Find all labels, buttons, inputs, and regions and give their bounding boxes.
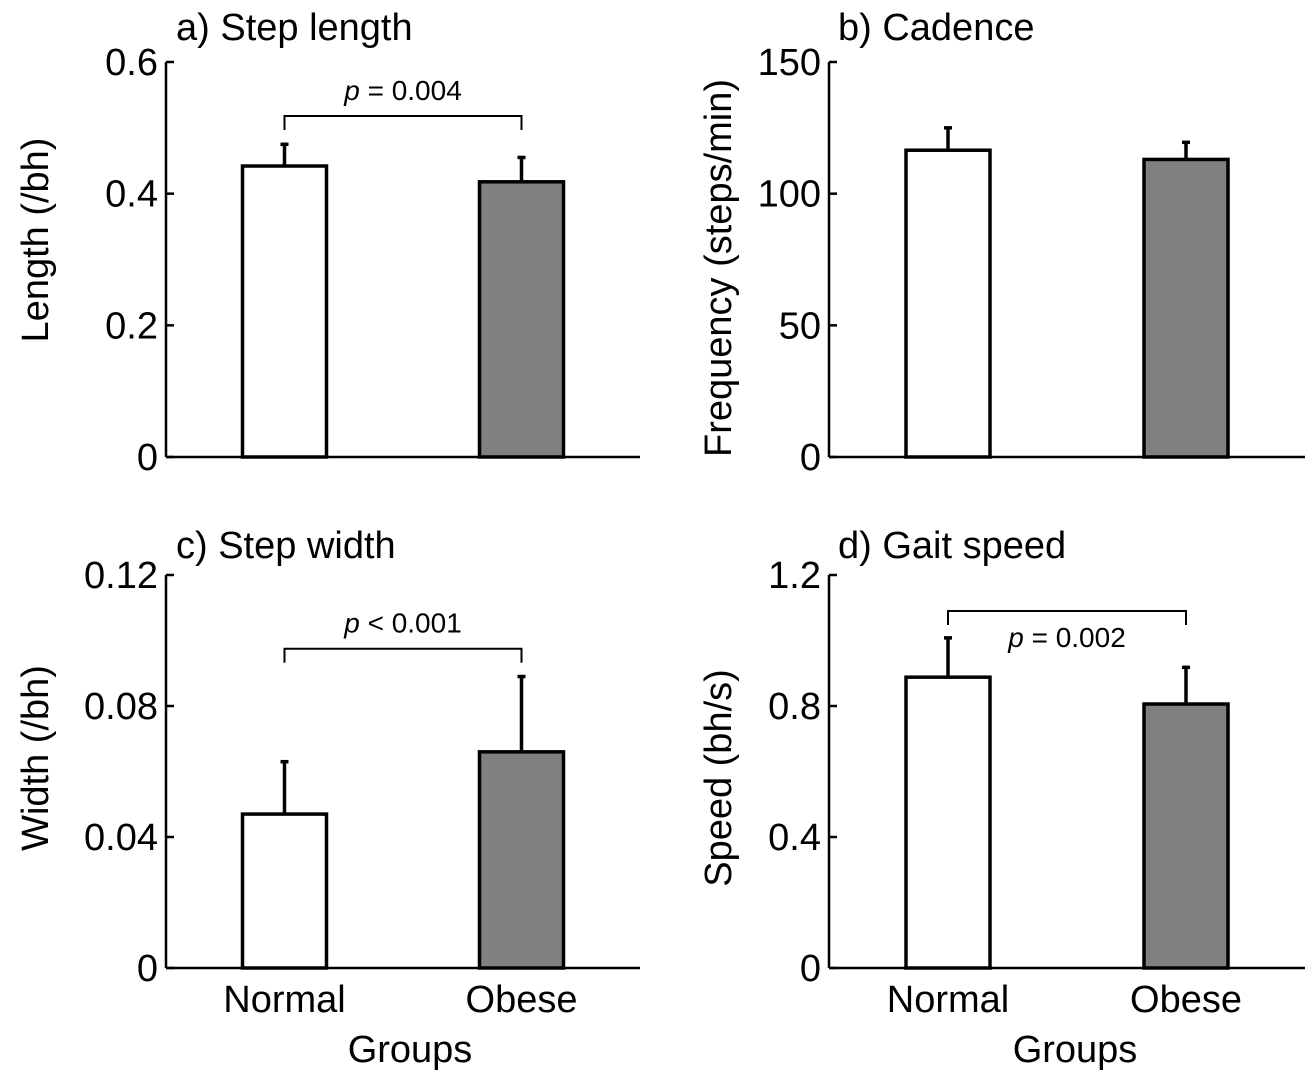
panel-4: d) Gait speed Speed (bh/s) 0 0.4 0.8 1.2 Norma… [698, 525, 1305, 1021]
category-label: Obese [466, 979, 578, 1021]
panel-3: c) Step width Width (/bh) 0 0.04 0.08 0.12 Nor… [15, 525, 640, 1021]
chart-title: c) Step width [176, 525, 396, 567]
significance-bracket [283, 114, 523, 130]
chart-title: b) Cadence [838, 7, 1034, 49]
p-value-label: p = 0.004 [343, 75, 462, 106]
panel-2: b) Cadence Frequency (steps/min) 0 50 100 150 [698, 7, 1305, 479]
groups-label-right: Groups [1013, 1029, 1138, 1070]
category-label: Obese [1130, 979, 1242, 1021]
category-label: Normal [223, 979, 345, 1021]
significance-bracket [947, 610, 1187, 626]
panel-1: a) Step length Length (/bh) 0 0.2 0.4 0.6 p = … [15, 7, 640, 479]
y-axis-label: Width (/bh) [15, 665, 57, 851]
bar-normal [240, 812, 329, 970]
y-tick-label: 100 [758, 174, 821, 216]
p-value-label: p < 0.001 [343, 608, 462, 639]
y-axis-label: Speed (bh/s) [698, 669, 740, 887]
significance-bracket [283, 647, 523, 663]
y-tick-label: 0.2 [105, 305, 158, 347]
y-tick-label: 0 [137, 948, 158, 990]
y-tick-label: 0 [800, 437, 821, 479]
p-value-label: p = 0.002 [1007, 622, 1126, 653]
chart-title: d) Gait speed [838, 525, 1066, 567]
y-tick-label: 0.08 [84, 686, 158, 728]
y-tick-label: 1.2 [768, 555, 821, 597]
bar-obese [477, 180, 566, 459]
bar-normal [904, 148, 992, 459]
y-tick-label: 0.4 [105, 174, 158, 216]
category-label: Normal [887, 979, 1009, 1021]
y-tick-label: 0.6 [105, 42, 158, 84]
chart-title: a) Step length [176, 7, 413, 49]
bar-obese [1142, 702, 1230, 970]
y-tick-label: 0.8 [768, 686, 821, 728]
y-tick-label: 0.12 [84, 555, 158, 597]
groups-label-left: Groups [348, 1029, 473, 1070]
y-tick-label: 0 [800, 948, 821, 990]
y-axis-label: Frequency (steps/min) [698, 79, 740, 457]
y-axis-label: Length (/bh) [15, 138, 57, 343]
bar-normal [240, 164, 329, 459]
bar-normal [904, 675, 992, 970]
y-tick-label: 0.4 [768, 817, 821, 859]
y-tick-label: 150 [758, 42, 821, 84]
y-tick-label: 0 [137, 437, 158, 479]
bar-obese [477, 750, 566, 970]
bar-obese [1142, 157, 1230, 459]
y-tick-label: 50 [779, 305, 821, 347]
y-tick-label: 0.04 [84, 817, 158, 859]
